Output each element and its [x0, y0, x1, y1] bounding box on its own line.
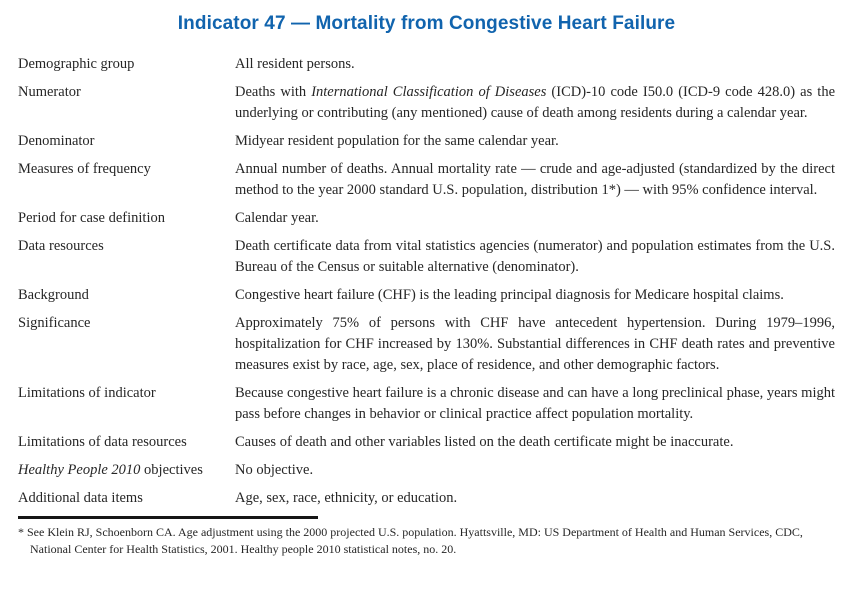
- row-label: Background: [18, 287, 89, 303]
- row-label: Denominator: [18, 133, 95, 149]
- row-label: Measures of frequency: [18, 161, 151, 177]
- row-value: Deaths with International Classification…: [235, 82, 835, 124]
- label-italic-text: Healthy People 2010: [18, 462, 141, 478]
- page-title: Indicator 47 — Mortality from Congestive…: [177, 13, 676, 34]
- table-row-denominator: Denominator Midyear resident population …: [18, 131, 835, 152]
- row-label: Limitations of data resources: [18, 434, 187, 450]
- row-value: Causes of death and other variables list…: [235, 434, 734, 450]
- value-text: (ICD)-10 code I50.0 (ICD-9 code 428.0) a…: [235, 84, 836, 121]
- table-row-measures-of-frequency: Measures of frequency Annual number of d…: [18, 159, 835, 201]
- footnote: * See Klein RJ, Schoenborn CA. Age adjust…: [18, 524, 835, 557]
- row-value: Calendar year.: [235, 210, 319, 226]
- row-label: Healthy People 2010 objectives: [18, 460, 235, 481]
- row-value: All resident persons.: [235, 56, 355, 72]
- definition-table: Demographic group All resident persons. …: [18, 54, 835, 509]
- row-value: Annual number of deaths. Annual mortalit…: [235, 161, 835, 198]
- row-value: Midyear resident population for the same…: [235, 133, 559, 149]
- value-text: Deaths with: [235, 84, 312, 100]
- table-row-data-resources: Data resources Death certificate data fr…: [18, 236, 835, 278]
- table-row-background: Background Congestive heart failure (CHF…: [18, 285, 835, 306]
- table-row-numerator: Numerator Deaths with International Clas…: [18, 82, 835, 124]
- footnote-marker: *: [18, 525, 24, 539]
- row-label: Additional data items: [18, 490, 143, 506]
- table-row-demographic-group: Demographic group All resident persons.: [18, 54, 835, 75]
- row-value: Approximately 75% of persons with CHF ha…: [235, 315, 835, 373]
- row-label: Period for case definition: [18, 210, 165, 226]
- row-label: Limitations of indicator: [18, 385, 156, 401]
- table-row-period-for-case-definition: Period for case definition Calendar year…: [18, 208, 835, 229]
- footnote-text: See Klein RJ, Schoenborn CA. Age adjustm…: [27, 525, 803, 556]
- row-label: Demographic group: [18, 56, 135, 72]
- table-row-healthy-people-2010-objectives: Healthy People 2010 objectives No object…: [18, 460, 835, 481]
- row-label: Significance: [18, 315, 91, 331]
- table-row-limitations-of-data-resources: Limitations of data resources Causes of …: [18, 432, 835, 453]
- label-text: objectives: [140, 462, 203, 478]
- row-value: No objective.: [235, 462, 314, 478]
- table-row-additional-data-items: Additional data items Age, sex, race, et…: [18, 488, 835, 509]
- row-value: Death certificate data from vital statis…: [235, 238, 835, 275]
- row-value: Congestive heart failure (CHF) is the le…: [235, 287, 784, 303]
- row-label: Numerator: [18, 84, 81, 100]
- row-value: Because congestive heart failure is a ch…: [235, 385, 835, 422]
- table-row-limitations-of-indicator: Limitations of indicator Because congest…: [18, 383, 835, 425]
- table-row-significance: Significance Approximately 75% of person…: [18, 313, 835, 376]
- footnote-divider: [18, 516, 318, 519]
- row-value: Age, sex, race, ethnicity, or education.: [235, 490, 458, 506]
- row-label: Data resources: [18, 238, 104, 254]
- value-italic-text: International Classification of Diseases: [311, 84, 547, 100]
